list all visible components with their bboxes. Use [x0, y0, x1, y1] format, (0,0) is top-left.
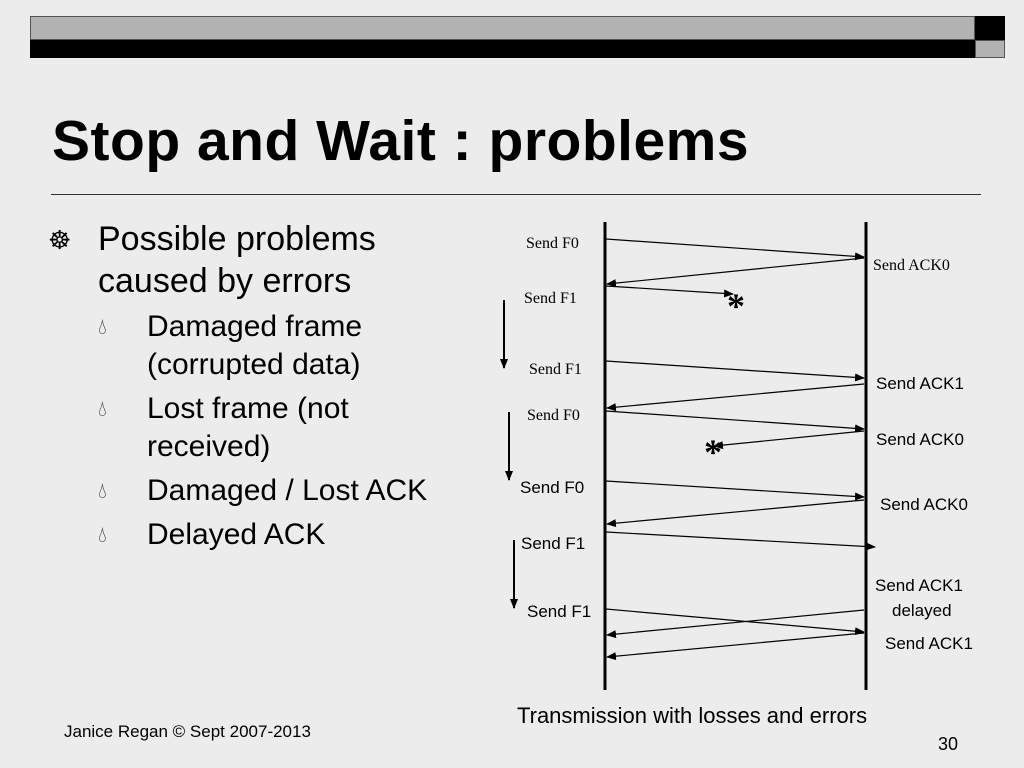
receiver-label: delayed — [892, 601, 952, 620]
sub-bullet: 💧︎ Delayed ACK — [46, 516, 486, 554]
sub-bullet: 💧︎ Damaged frame (corrupted data) — [46, 308, 486, 384]
receiver-label: Send ACK0 — [880, 495, 968, 514]
slide-title: Stop and Wait : problems — [52, 109, 750, 173]
diagram-caption: Transmission with losses and errors — [517, 703, 867, 728]
sub-bullet-text: Delayed ACK — [147, 518, 326, 551]
sender-label: Send F0 — [520, 478, 584, 497]
bar-black-block — [975, 16, 1005, 40]
receiver-label: Send ACK0 — [873, 257, 950, 274]
bullet-main-text: Possible problems caused by errors — [98, 220, 376, 300]
sub-bullet: 💧︎ Damaged / Lost ACK — [46, 472, 486, 510]
top-decorative-bar — [30, 16, 1005, 58]
sender-label: Send F1 — [521, 534, 585, 553]
title-divider — [51, 194, 981, 195]
footer-author: Janice Regan © Sept 2007-2013 — [64, 722, 311, 741]
frame-arrow — [605, 480, 865, 501]
frame-arrow — [605, 608, 865, 636]
sender-label: Send F1 — [524, 290, 577, 307]
drop-bullet-icon: 💧︎ — [98, 478, 107, 503]
delayed-ack-arrow — [606, 609, 865, 639]
loss-mark: * — [727, 286, 745, 326]
ack-arrow — [606, 257, 865, 288]
sender-label: Send F1 — [529, 361, 582, 378]
loss-mark: * — [704, 432, 722, 472]
frame-arrow — [605, 531, 876, 551]
sender-label: Send F0 — [527, 407, 580, 424]
ack-arrow — [606, 383, 865, 412]
frame-arrow — [605, 410, 865, 433]
lost-ack-arrow — [713, 430, 865, 450]
frame-arrow — [605, 238, 865, 261]
receiver-label: Send ACK0 — [876, 430, 964, 449]
bar-black-segment — [30, 40, 975, 58]
drop-bullet-icon: 💧︎ — [98, 396, 107, 421]
drop-bullet-icon: 💧︎ — [98, 314, 107, 339]
sender-label: Send F0 — [526, 235, 579, 252]
sub-bullet-text: Damaged / Lost ACK — [147, 474, 428, 507]
bar-gray-segment — [30, 16, 975, 40]
frame-arrow — [605, 360, 865, 382]
receiver-label: Send ACK1 — [875, 576, 963, 595]
receiver-label: Send ACK1 — [885, 634, 973, 653]
bullet-list: ☸ Possible problems caused by errors 💧︎ … — [46, 218, 486, 554]
page-number: 30 — [938, 734, 959, 754]
lost-frame-arrow — [605, 285, 734, 298]
sender-label: Send F1 — [527, 602, 591, 621]
drop-bullet-icon: 💧︎ — [98, 522, 107, 547]
ack-arrow — [606, 632, 865, 661]
wheel-bullet-icon: ☸ — [48, 225, 72, 255]
sub-bullet-text: Lost frame (not received) — [147, 392, 349, 463]
ack-arrow — [606, 499, 865, 528]
bullet-main: ☸ Possible problems caused by errors — [46, 218, 486, 302]
receiver-label: Send ACK1 — [876, 374, 964, 393]
sub-bullet-text: Damaged frame (corrupted data) — [147, 310, 363, 381]
sub-bullet: 💧︎ Lost frame (not received) — [46, 390, 486, 466]
bar-gray-square — [975, 40, 1005, 58]
